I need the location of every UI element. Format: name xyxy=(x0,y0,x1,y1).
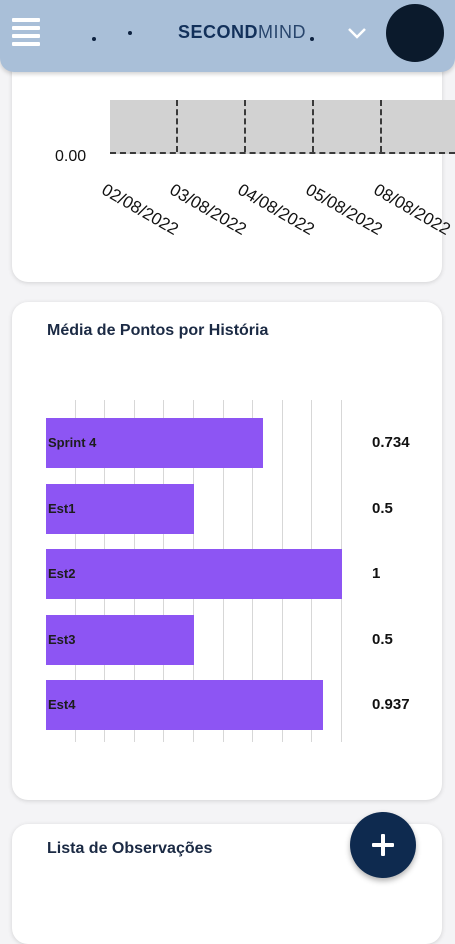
bar xyxy=(46,680,323,730)
observations-title: Lista de Observações xyxy=(47,840,213,857)
avatar[interactable] xyxy=(386,4,444,62)
bar-value-label: 0.734 xyxy=(372,434,410,451)
bar xyxy=(46,418,263,468)
add-button[interactable] xyxy=(350,812,416,878)
bar-value-label: 0.937 xyxy=(372,696,410,713)
bar-value-label: 0.5 xyxy=(372,631,393,648)
app-bar: SECONDMIND xyxy=(0,0,455,72)
chart-gridline xyxy=(312,100,314,152)
chart-area-fill xyxy=(110,100,455,154)
bar-value-label: 1 xyxy=(372,565,381,582)
line-chart-card xyxy=(12,56,442,282)
chart-gridline xyxy=(244,100,246,152)
decor-dot xyxy=(92,37,96,41)
decor-dot xyxy=(128,31,132,35)
bar-category-label: Est4 xyxy=(48,697,76,712)
brand-logo: SECONDMIND xyxy=(178,22,307,42)
bar-category-label: Sprint 4 xyxy=(48,435,97,450)
chart-gridline xyxy=(176,100,178,152)
bar-category-label: Est3 xyxy=(48,632,76,647)
plus-icon xyxy=(381,834,385,856)
bar-category-label: Est1 xyxy=(48,501,76,516)
bar-category-label: Est2 xyxy=(48,566,76,581)
chart-title: Média de Pontos por História xyxy=(47,322,269,339)
bar xyxy=(46,549,342,599)
bar xyxy=(46,484,194,534)
chart-gridline xyxy=(380,100,382,152)
decor-dot xyxy=(310,37,314,41)
y-tick-label: 0.00 xyxy=(55,148,87,165)
chevron-down-icon[interactable] xyxy=(346,22,368,44)
bar-value-label: 0.5 xyxy=(372,500,393,517)
menu-icon[interactable] xyxy=(12,14,42,48)
bar xyxy=(46,615,194,665)
